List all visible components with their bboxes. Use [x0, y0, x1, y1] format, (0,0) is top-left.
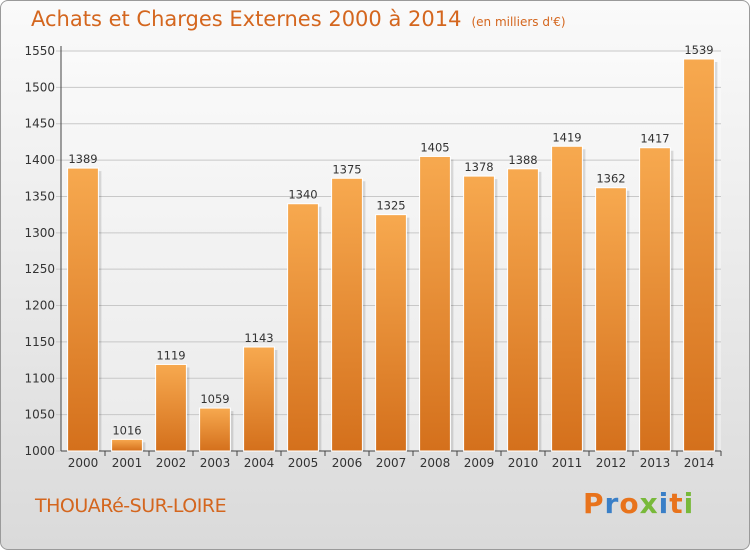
- data-label-2001: 1016: [112, 423, 141, 437]
- commune-name: THOUARé-SUR-LOIRE: [35, 495, 227, 517]
- data-label-2000: 1389: [68, 152, 97, 166]
- bar-2013: [639, 147, 671, 452]
- x-tick-label-2008: 2008: [420, 456, 451, 470]
- x-tick-label-2000: 2000: [68, 456, 99, 470]
- data-label-2003: 1059: [200, 392, 229, 406]
- y-tick-label: 1350: [24, 189, 55, 203]
- y-tick-label: 1450: [24, 117, 55, 131]
- y-tick-label: 1150: [24, 335, 55, 349]
- bar-2003: [199, 407, 231, 452]
- y-tick-label: 1400: [24, 153, 55, 167]
- data-label-2006: 1375: [332, 162, 361, 176]
- data-label-2004: 1143: [244, 331, 273, 345]
- bar-2010: [507, 168, 539, 452]
- y-tick-label: 1300: [24, 226, 55, 240]
- data-label-2007: 1325: [376, 199, 405, 213]
- bar-2012: [595, 187, 627, 452]
- chart-title-text: Achats et Charges Externes 2000 à 2014: [31, 7, 462, 31]
- x-tick-label-2006: 2006: [332, 456, 363, 470]
- y-tick-label: 1550: [24, 44, 55, 58]
- bar-2007: [375, 214, 407, 452]
- x-tick-label-2001: 2001: [112, 456, 143, 470]
- x-tick-label-2004: 2004: [244, 456, 275, 470]
- y-tick-label: 1050: [24, 408, 55, 422]
- bar-2000: [67, 167, 99, 452]
- bar-2001: [111, 438, 143, 452]
- logo-letter: P: [583, 487, 605, 520]
- data-label-2014: 1539: [684, 43, 713, 57]
- bar-2002: [155, 363, 187, 452]
- x-tick-label-2011: 2011: [552, 456, 583, 470]
- data-label-2011: 1419: [552, 130, 581, 144]
- bar-2014: [683, 58, 715, 452]
- data-label-2012: 1362: [596, 172, 625, 186]
- data-label-2008: 1405: [420, 140, 449, 154]
- bar-2006: [331, 177, 363, 452]
- logo-letter: r: [604, 487, 620, 520]
- chart-title: Achats et Charges Externes 2000 à 2014 (e…: [31, 7, 566, 31]
- x-tick-label-2003: 2003: [200, 456, 231, 470]
- chart-unit: (en milliers d'€): [471, 15, 566, 29]
- logo-letter: x: [639, 487, 659, 520]
- x-tick-label-2010: 2010: [508, 456, 539, 470]
- logo-letter: t: [669, 487, 684, 520]
- data-label-2002: 1119: [156, 348, 185, 362]
- y-tick-label: 1250: [24, 262, 55, 276]
- x-tick-label-2002: 2002: [156, 456, 187, 470]
- logo-letter: i: [683, 487, 695, 520]
- bar-2011: [551, 145, 583, 452]
- data-label-2005: 1340: [288, 188, 317, 202]
- y-tick-label: 1000: [24, 444, 55, 458]
- y-tick-label: 1200: [24, 299, 55, 313]
- x-tick-label-2009: 2009: [464, 456, 495, 470]
- logo-letter: o: [619, 487, 640, 520]
- data-label-2013: 1417: [640, 132, 669, 146]
- x-tick-label-2012: 2012: [596, 456, 627, 470]
- y-tick-label: 1100: [24, 371, 55, 385]
- bar-2004: [243, 346, 275, 452]
- x-tick-label-2014: 2014: [684, 456, 715, 470]
- bar-2009: [463, 175, 495, 452]
- data-label-2009: 1378: [464, 160, 493, 174]
- bar-2005: [287, 203, 319, 452]
- proxiti-logo: Proxiti: [583, 487, 694, 520]
- data-label-2010: 1388: [508, 153, 537, 167]
- logo-letter: i: [658, 487, 670, 520]
- x-tick-label-2007: 2007: [376, 456, 407, 470]
- bar-2008: [419, 155, 451, 452]
- x-tick-label-2013: 2013: [640, 456, 671, 470]
- y-tick-label: 1500: [24, 80, 55, 94]
- x-tick-label-2005: 2005: [288, 456, 319, 470]
